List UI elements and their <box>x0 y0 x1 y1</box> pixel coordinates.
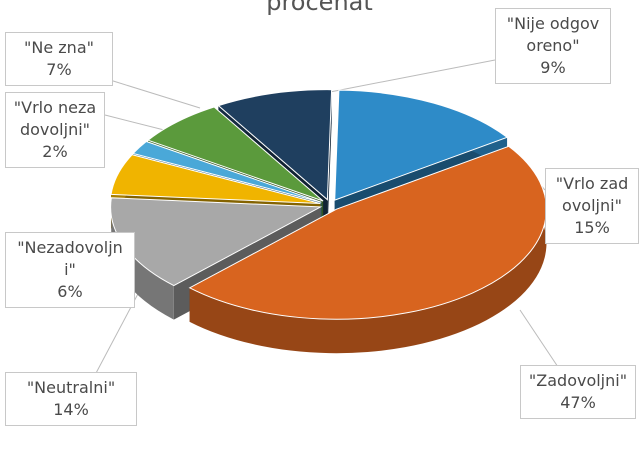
slice-side <box>110 197 174 320</box>
label-value: 2% <box>42 142 68 161</box>
slice-tops <box>110 89 547 320</box>
leader-line <box>109 79 201 109</box>
label-value: 47% <box>560 393 596 412</box>
pie-slice <box>334 89 509 201</box>
data-label: "Vrlo nezadovoljni" 2% <box>5 92 105 168</box>
pie-slice <box>217 89 333 201</box>
label-value: 6% <box>57 282 83 301</box>
label-value: 9% <box>540 58 566 77</box>
data-label: "Neutralni" 14% <box>5 372 137 426</box>
label-value: 15% <box>574 218 610 237</box>
data-label: "Nezadovoljni" 6% <box>5 232 135 308</box>
pie-slice <box>132 140 322 203</box>
data-label: "Vrlo zadovoljni" 15% <box>545 168 639 244</box>
label-name: "Vrlo nezadovoljni" <box>13 98 97 139</box>
label-name: "Vrlo zadovoljni" <box>555 174 629 215</box>
pie-slice <box>147 106 324 202</box>
data-label: "Nije odgovoreno" 9% <box>495 8 611 84</box>
leader-line <box>329 59 496 93</box>
pie-slice <box>188 145 547 320</box>
label-name: "Ne zna" <box>24 38 94 57</box>
label-name: "Nije odgovoreno" <box>506 14 600 55</box>
label-name: "Neutralni" <box>26 378 116 397</box>
leader-line <box>104 114 173 133</box>
data-label: "Zadovoljni" 47% <box>520 365 636 419</box>
label-value: 7% <box>46 60 72 79</box>
chart-title: procenat <box>266 0 373 16</box>
label-value: 14% <box>53 400 89 419</box>
label-name: "Zadovoljni" <box>528 371 628 390</box>
leader-line <box>519 309 561 371</box>
pie-slice <box>110 154 321 205</box>
label-name: "Nezadovoljni" <box>17 238 123 279</box>
data-label: "Ne zna" 7% <box>5 32 113 86</box>
slice-side <box>189 146 547 354</box>
